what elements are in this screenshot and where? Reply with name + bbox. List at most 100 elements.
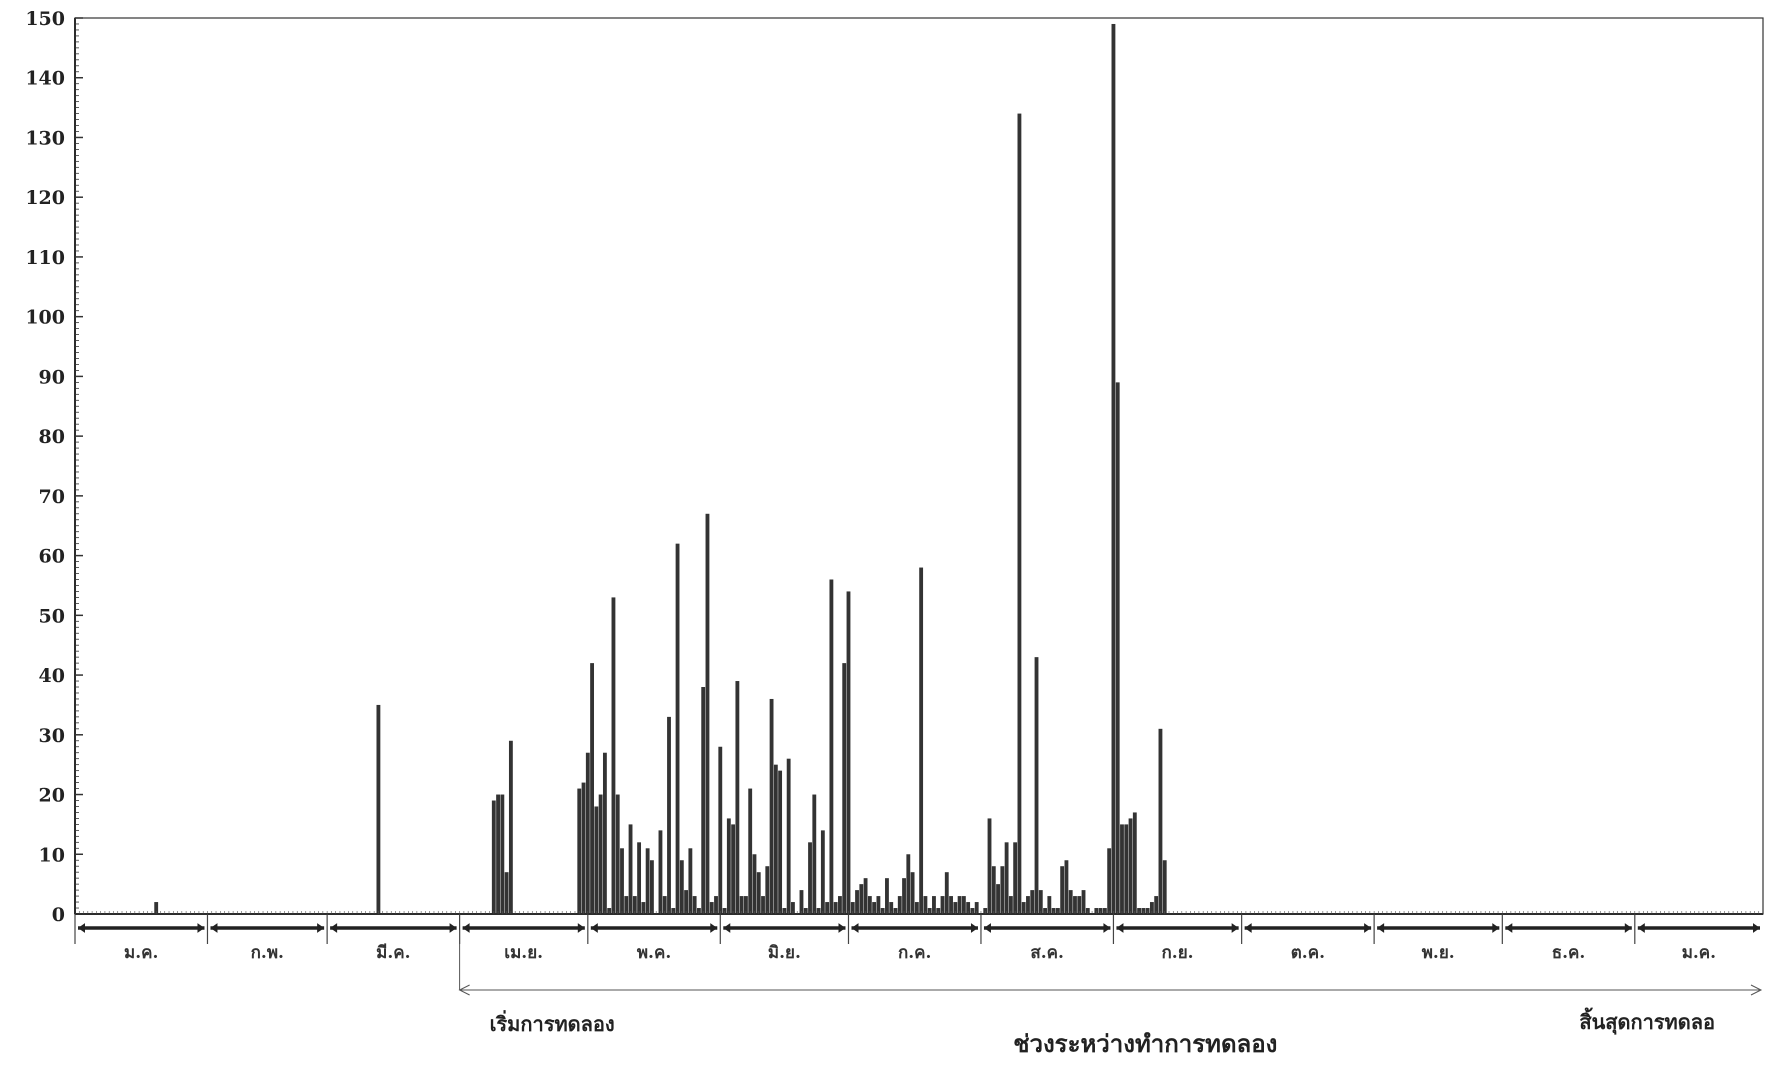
bar — [1154, 896, 1159, 914]
bar — [838, 896, 842, 914]
arrow-head — [851, 923, 859, 933]
y-tick-label: 20 — [39, 785, 65, 807]
arrow-head — [970, 923, 978, 933]
bar — [949, 896, 953, 914]
bar — [628, 824, 633, 914]
bar — [1000, 866, 1005, 914]
bar — [602, 752, 607, 914]
experiment-period-label: ช่วงระหว่างทำการทดลอง — [1013, 1030, 1277, 1058]
experiment-end-label: สิ้นสุดการทดลอ — [1579, 1007, 1715, 1035]
arrow-head — [1377, 923, 1385, 933]
arrow-head — [462, 923, 470, 933]
arrow-head — [1231, 923, 1239, 933]
bar — [799, 890, 804, 914]
bar — [667, 716, 671, 914]
month-label: พ.ย. — [1422, 943, 1455, 963]
bar — [1034, 657, 1039, 914]
month-label: ม.ค. — [124, 943, 158, 963]
bar — [624, 896, 629, 914]
arrow-head — [590, 923, 598, 933]
bar — [825, 902, 830, 914]
y-tick-label: 50 — [39, 605, 65, 627]
bar — [744, 896, 748, 914]
bar — [739, 896, 744, 914]
bar — [491, 800, 496, 914]
bar — [594, 806, 599, 914]
y-tick-label: 110 — [25, 247, 65, 269]
bar — [919, 567, 924, 914]
bar — [1030, 890, 1035, 914]
arrow-head — [1116, 923, 1124, 933]
bar — [709, 902, 714, 914]
bar — [906, 854, 911, 914]
bar — [820, 830, 825, 914]
month-label: พ.ค. — [637, 943, 671, 963]
bar — [662, 896, 667, 914]
arrow-head — [1244, 923, 1252, 933]
bar — [1149, 902, 1154, 914]
y-tick-label: 30 — [39, 725, 65, 747]
bar — [735, 681, 740, 914]
bar — [791, 902, 795, 914]
arrow-head — [458, 984, 470, 996]
bar — [1124, 824, 1129, 914]
bar — [756, 872, 761, 914]
bar — [833, 902, 838, 914]
bar — [154, 902, 159, 914]
bar — [615, 794, 620, 914]
bar — [748, 788, 753, 914]
month-label: ธ.ค. — [1552, 943, 1586, 963]
bar — [620, 848, 624, 914]
bar — [752, 854, 757, 914]
bar — [1068, 890, 1073, 914]
arrow-head — [577, 923, 585, 933]
bar — [991, 866, 996, 914]
bar — [1013, 842, 1018, 914]
month-label: มิ.ย. — [768, 943, 801, 963]
arrow-head — [1637, 923, 1645, 933]
bar — [940, 896, 945, 914]
bar — [1064, 860, 1069, 914]
month-label: ต.ค. — [1291, 943, 1325, 963]
bar — [812, 794, 817, 914]
month-label: ก.ย. — [1161, 943, 1193, 963]
bar — [705, 513, 710, 914]
bar — [577, 788, 582, 914]
bar — [1077, 896, 1082, 914]
bar — [500, 794, 505, 914]
bar — [496, 794, 500, 914]
bar — [863, 878, 868, 914]
bar — [910, 872, 915, 914]
bar — [1026, 896, 1030, 914]
bar — [987, 818, 992, 914]
bar — [701, 687, 706, 914]
bar — [897, 896, 902, 914]
y-tick-label: 150 — [25, 8, 65, 30]
y-tick-label: 140 — [25, 68, 65, 90]
x-axis: ม.ค. ก.พ. มี.ค. เม.ย. พ.ค. มิ.ย. ก.ค. ส.ค. ก.ย. ต… — [74, 911, 1764, 963]
bar — [1021, 902, 1026, 914]
bar — [598, 794, 603, 914]
arrow-head — [723, 923, 731, 933]
bar — [585, 752, 590, 914]
arrow-head — [1492, 923, 1500, 933]
bar — [902, 878, 906, 914]
bar — [773, 764, 778, 914]
bar — [581, 782, 586, 914]
y-tick-label: 90 — [39, 366, 65, 388]
arrow-head — [210, 923, 218, 933]
bar — [1162, 860, 1167, 914]
arrow-head — [1505, 923, 1513, 933]
bar — [872, 902, 877, 914]
bar — [769, 698, 774, 914]
y-tick-label: 70 — [39, 486, 65, 508]
bars — [154, 23, 1167, 915]
y-tick-label: 0 — [52, 904, 65, 926]
bar — [718, 746, 723, 914]
bar — [1120, 824, 1124, 914]
bar — [765, 866, 770, 914]
bar — [641, 902, 646, 914]
bar — [632, 896, 637, 914]
